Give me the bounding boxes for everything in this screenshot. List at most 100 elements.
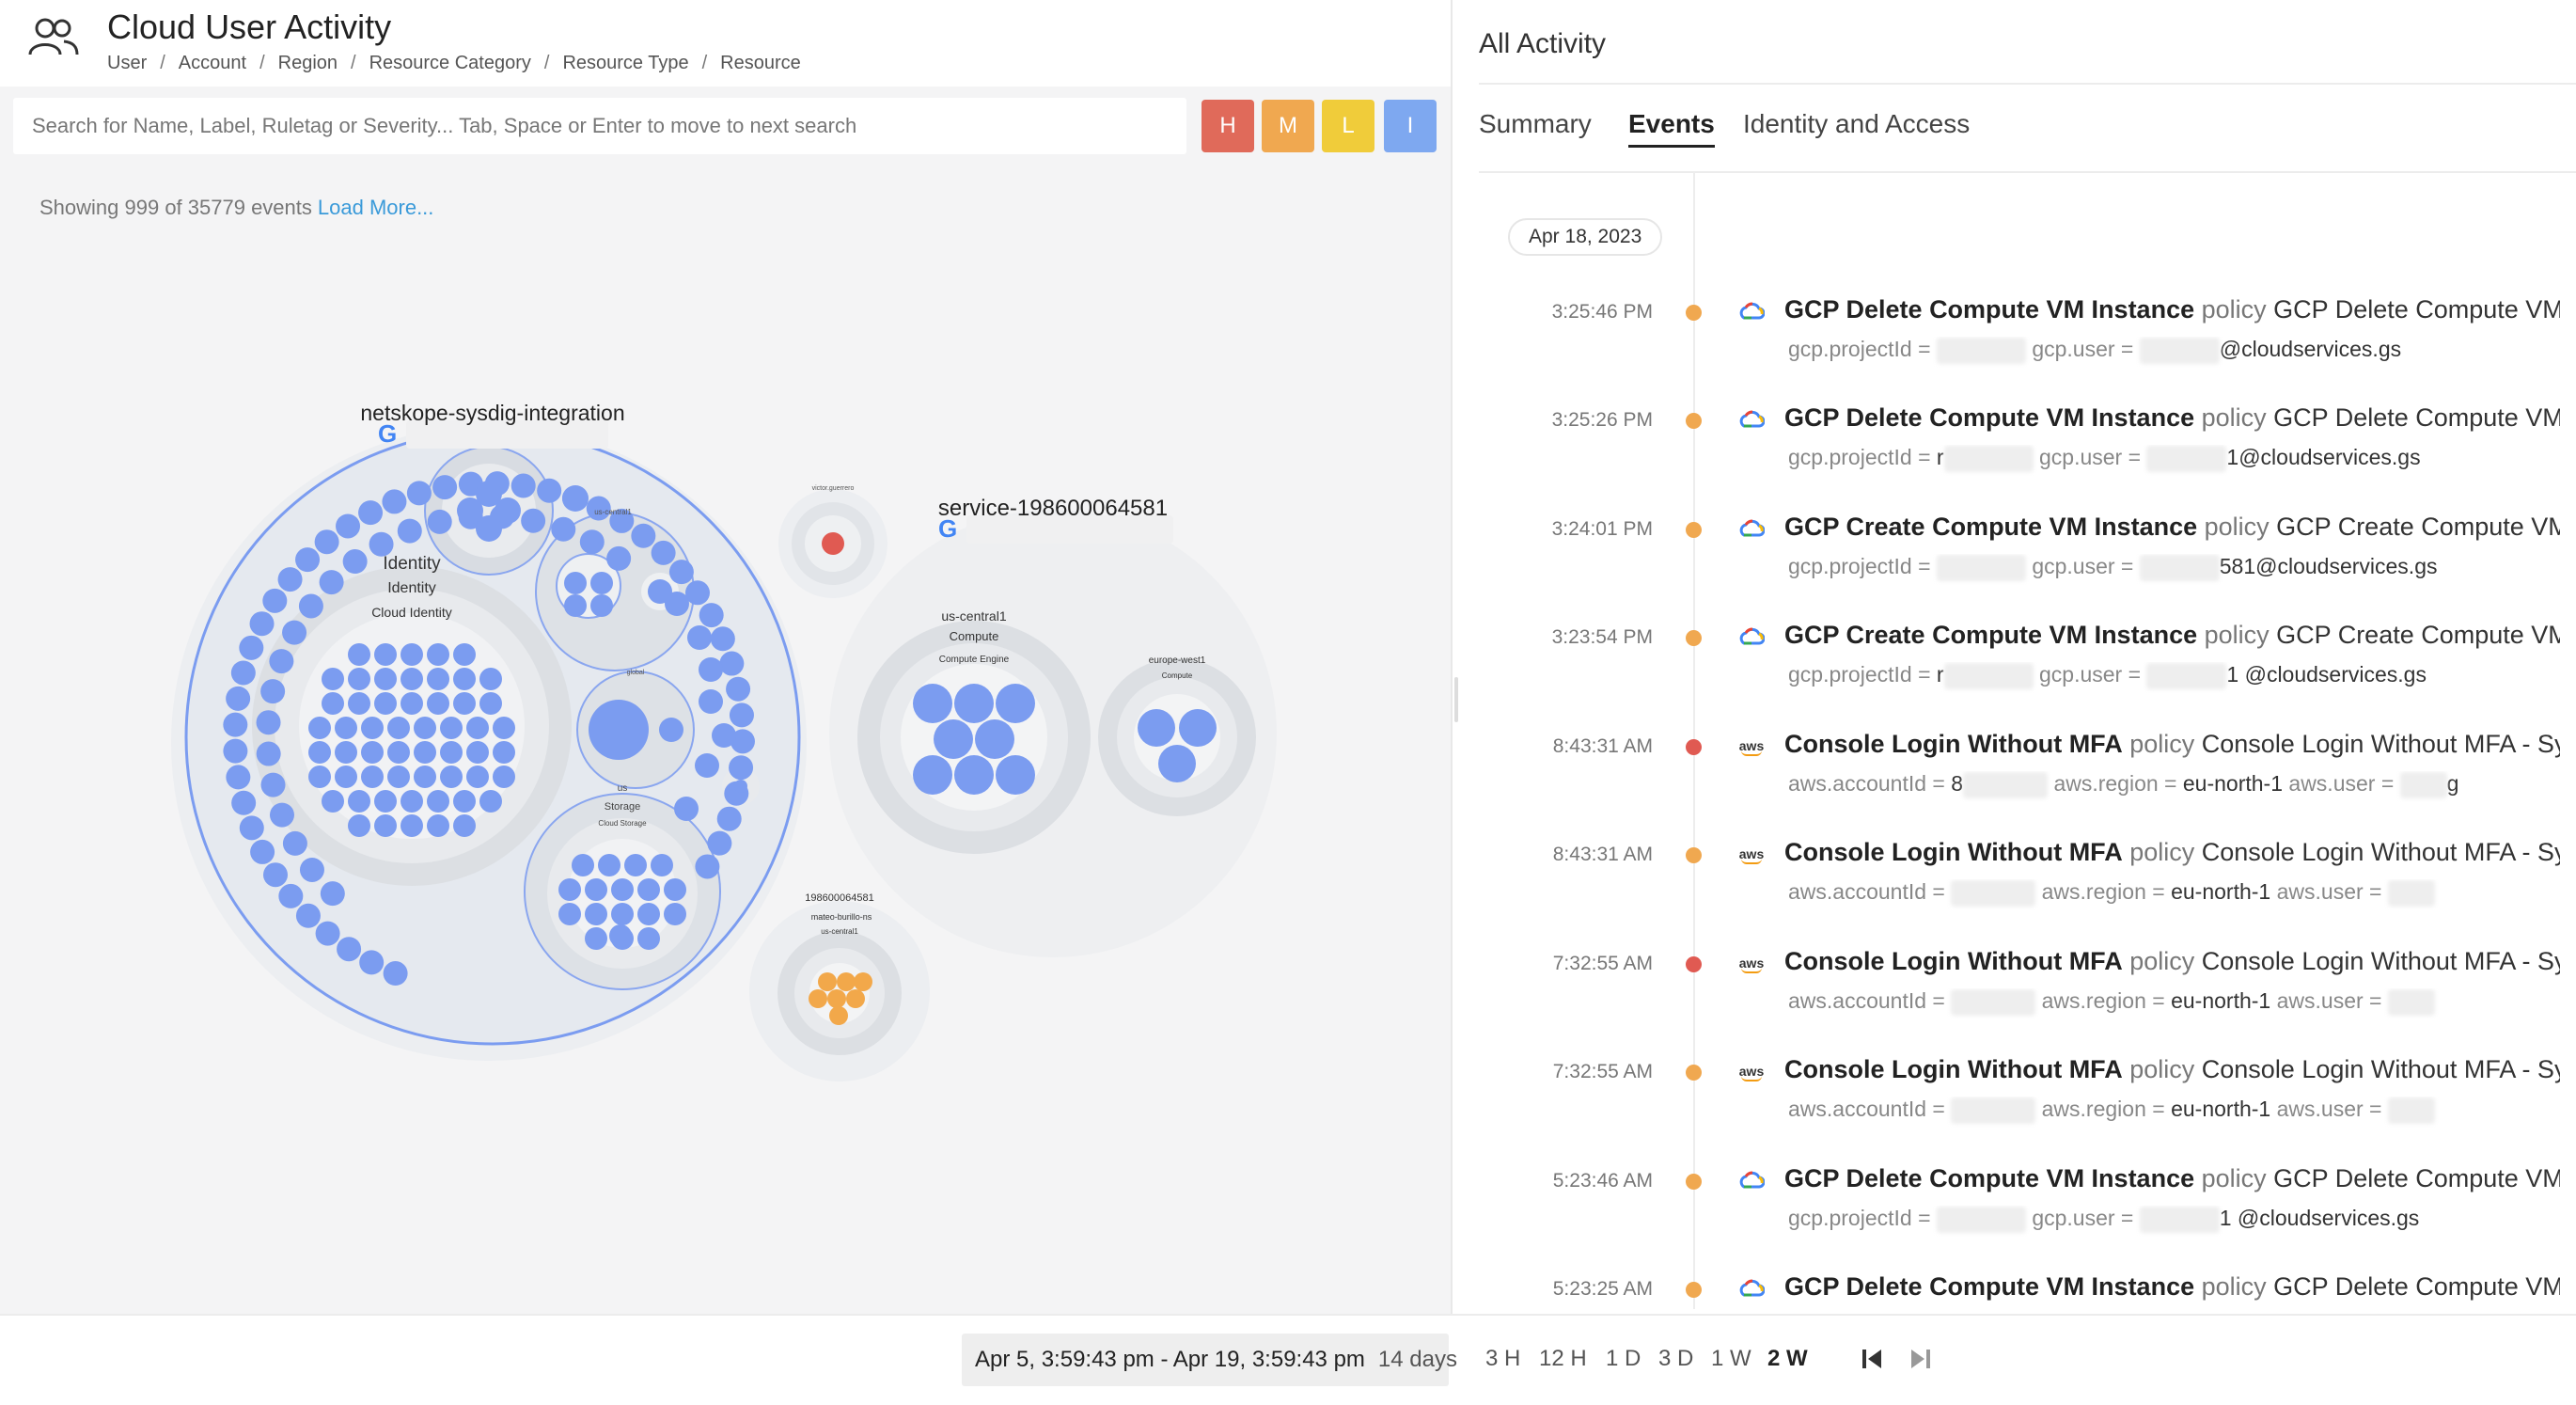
event-bubble[interactable] bbox=[648, 579, 672, 604]
event-bubble[interactable] bbox=[453, 643, 476, 666]
load-more-link[interactable]: Load More... bbox=[317, 196, 434, 219]
period-3d[interactable]: 3 D bbox=[1658, 1346, 1694, 1371]
event-bubble[interactable] bbox=[263, 862, 289, 888]
event-bubble[interactable] bbox=[665, 592, 689, 616]
tab-identity-and-access[interactable]: Identity and Access bbox=[1743, 109, 1971, 138]
event-bubble[interactable] bbox=[975, 719, 1014, 759]
event-bubble[interactable] bbox=[374, 692, 397, 715]
event-bubble[interactable] bbox=[382, 489, 407, 514]
breadcrumb-account[interactable]: Account bbox=[178, 53, 247, 73]
event-bubble[interactable] bbox=[322, 668, 344, 690]
event-bubble[interactable] bbox=[579, 529, 605, 555]
severity-high-button[interactable]: H bbox=[1202, 100, 1254, 152]
event-bubble[interactable] bbox=[590, 572, 613, 594]
event-bubble[interactable] bbox=[298, 593, 323, 619]
event-row[interactable]: 7:32:55 AM aws Console Login Without MFA p… bbox=[0, 1051, 2576, 1160]
period-2w[interactable]: 2 W bbox=[1767, 1346, 1808, 1371]
event-bubble[interactable] bbox=[383, 961, 408, 987]
event-bubble[interactable] bbox=[387, 741, 410, 764]
event-bubble[interactable] bbox=[277, 567, 303, 592]
event-bubble[interactable] bbox=[401, 643, 423, 666]
event-bubble[interactable] bbox=[664, 903, 686, 925]
event-row[interactable]: 3:25:26 PM GCP Delete Compute VM Instance… bbox=[0, 400, 2576, 508]
event-bubble[interactable] bbox=[250, 839, 275, 864]
event-bubble[interactable] bbox=[406, 481, 432, 506]
event-bubble[interactable] bbox=[260, 679, 286, 704]
event-bubble[interactable] bbox=[687, 625, 712, 650]
event-bubble[interactable] bbox=[369, 531, 394, 557]
event-row[interactable]: 7:32:55 AM aws Console Login Without MFA p… bbox=[0, 943, 2576, 1051]
event-bubble[interactable] bbox=[348, 814, 370, 837]
event-bubble[interactable] bbox=[611, 903, 634, 925]
event-bubble[interactable] bbox=[457, 497, 483, 524]
period-12h[interactable]: 12 H bbox=[1539, 1346, 1587, 1371]
event-bubble[interactable] bbox=[585, 878, 607, 901]
event-bubble[interactable] bbox=[342, 549, 368, 575]
event-bubble[interactable] bbox=[996, 684, 1035, 723]
event-bubble[interactable] bbox=[262, 588, 288, 613]
event-bubble[interactable] bbox=[427, 509, 452, 534]
event-title[interactable]: GCP Create Compute VM Instance policy GC… bbox=[1784, 621, 2560, 650]
event-bubble[interactable] bbox=[387, 766, 410, 788]
event-title[interactable]: Console Login Without MFA policy Console… bbox=[1784, 947, 2560, 976]
event-bubble[interactable] bbox=[493, 741, 515, 764]
event-bubble[interactable] bbox=[226, 686, 251, 711]
event-bubble[interactable] bbox=[479, 790, 502, 813]
event-bubble[interactable] bbox=[510, 473, 536, 498]
event-bubble[interactable] bbox=[564, 594, 587, 617]
event-bubble[interactable] bbox=[260, 772, 286, 797]
event-bubble[interactable] bbox=[361, 741, 384, 764]
event-bubble[interactable] bbox=[427, 814, 449, 837]
event-bubble[interactable] bbox=[440, 766, 463, 788]
event-bubble[interactable] bbox=[710, 626, 735, 652]
event-row[interactable]: 8:43:31 AM aws Console Login Without MFA p… bbox=[0, 834, 2576, 942]
event-bubble[interactable] bbox=[631, 523, 656, 548]
event-bubble[interactable] bbox=[335, 717, 357, 739]
period-1d[interactable]: 1 D bbox=[1606, 1346, 1641, 1371]
event-title[interactable]: GCP Delete Compute VM Instance policy GC… bbox=[1784, 1272, 2560, 1302]
period-3h[interactable]: 3 H bbox=[1485, 1346, 1521, 1371]
event-bubble[interactable] bbox=[401, 814, 423, 837]
event-bubble[interactable] bbox=[726, 676, 751, 702]
event-bubble[interactable] bbox=[609, 508, 635, 533]
event-bubble[interactable] bbox=[719, 651, 745, 676]
event-bubble[interactable] bbox=[954, 755, 994, 795]
event-bubble[interactable] bbox=[299, 857, 324, 882]
event-bubble[interactable] bbox=[427, 668, 449, 690]
event-bubble[interactable] bbox=[374, 668, 397, 690]
event-bubble[interactable] bbox=[818, 972, 837, 991]
event-bubble[interactable] bbox=[278, 883, 304, 908]
event-bubble[interactable] bbox=[226, 765, 251, 790]
event-bubble[interactable] bbox=[223, 712, 248, 737]
event-bubble[interactable] bbox=[558, 878, 581, 901]
event-bubble[interactable] bbox=[308, 717, 331, 739]
severity-medium-button[interactable]: M bbox=[1262, 100, 1314, 152]
event-bubble[interactable] bbox=[322, 692, 344, 715]
breadcrumb-resource[interactable]: Resource bbox=[720, 53, 801, 73]
event-bubble[interactable] bbox=[822, 532, 844, 555]
event-bubble[interactable] bbox=[335, 741, 357, 764]
event-bubble[interactable] bbox=[466, 717, 489, 739]
event-bubble[interactable] bbox=[348, 692, 370, 715]
event-bubble[interactable] bbox=[453, 814, 476, 837]
event-bubble[interactable] bbox=[414, 766, 436, 788]
event-bubble[interactable] bbox=[401, 668, 423, 690]
event-bubble[interactable] bbox=[1179, 709, 1217, 747]
event-bubble[interactable] bbox=[637, 903, 660, 925]
event-bubble[interactable] bbox=[239, 815, 264, 841]
event-bubble[interactable] bbox=[590, 594, 613, 617]
event-row[interactable]: 5:23:25 AM GCP Delete Compute VM Instance… bbox=[0, 1269, 2576, 1377]
event-row[interactable]: 3:23:54 PM GCP Create Compute VM Instance… bbox=[0, 617, 2576, 725]
event-bubble[interactable] bbox=[223, 738, 248, 764]
event-bubble[interactable] bbox=[637, 927, 660, 950]
event-bubble[interactable] bbox=[256, 741, 281, 766]
event-bubble[interactable] bbox=[239, 635, 264, 660]
event-row[interactable]: 5:23:46 AM GCP Delete Compute VM Instance… bbox=[0, 1160, 2576, 1269]
event-bubble[interactable] bbox=[295, 547, 321, 573]
event-bubble[interactable] bbox=[954, 684, 994, 723]
event-bubble[interactable] bbox=[846, 989, 865, 1008]
event-row[interactable]: 3:25:46 PM GCP Delete Compute VM Instance… bbox=[0, 292, 2576, 400]
skip-to-end-icon[interactable] bbox=[1908, 1347, 1933, 1371]
breadcrumb-resource-category[interactable]: Resource Category bbox=[369, 53, 531, 73]
event-bubble[interactable] bbox=[256, 710, 281, 735]
